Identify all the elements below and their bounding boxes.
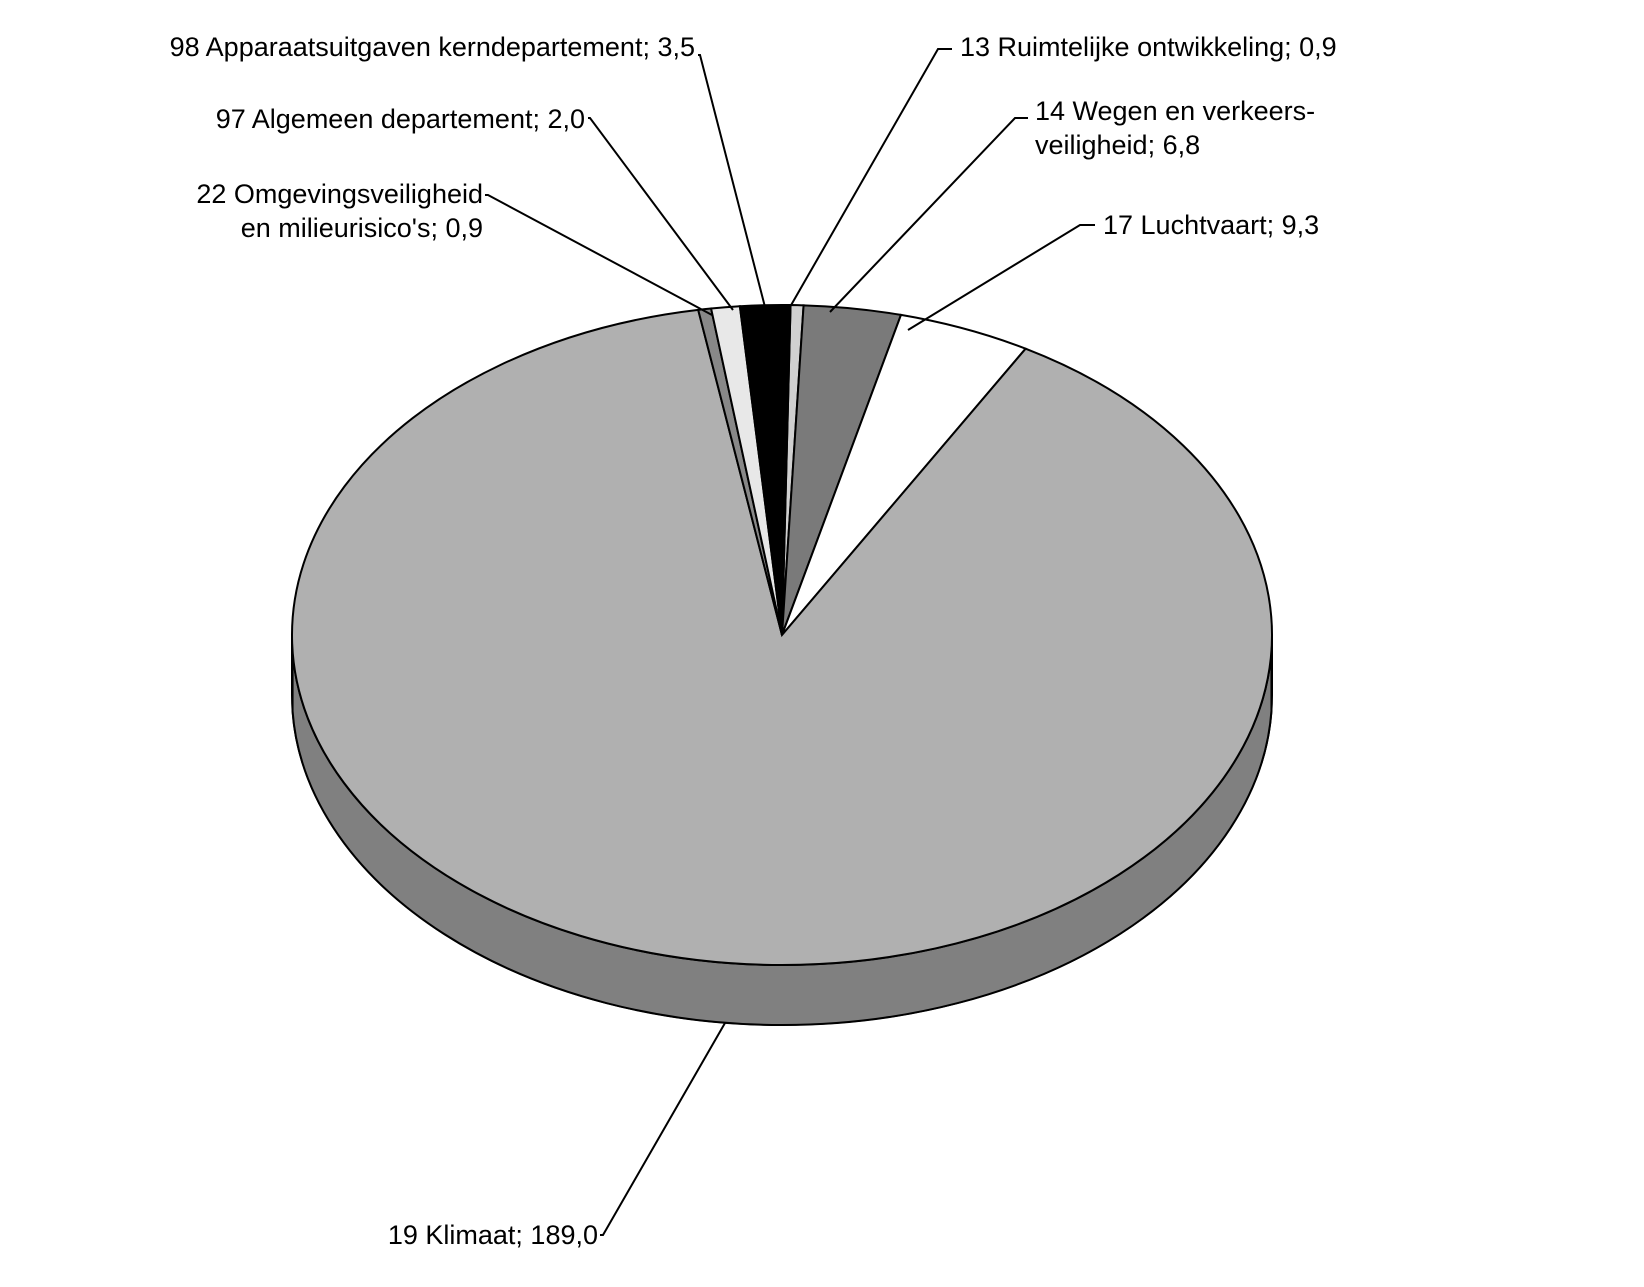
label-omgevingsveiligheid: 22 Omgevingsveiligheid en milieurisico's… [196, 178, 483, 246]
label-apparaatsuitgaven: 98 Apparaatsuitgaven kerndepartement; 3,… [170, 30, 695, 65]
label-klimaat: 19 Klimaat; 189,0 [388, 1218, 598, 1253]
label-wegen-line1: 14 Wegen en verkeers- [1035, 96, 1315, 126]
label-omgevingsveiligheid-line2: en milieurisico's; 0,9 [241, 213, 483, 243]
label-ruimtelijke-ontwikkeling: 13 Ruimtelijke ontwikkeling; 0,9 [960, 30, 1337, 65]
label-omgevingsveiligheid-line1: 22 Omgevingsveiligheid [196, 179, 483, 209]
pie-chart-container: 98 Apparaatsuitgaven kerndepartement; 3,… [0, 0, 1644, 1287]
label-wegen-line2: veiligheid; 6,8 [1035, 130, 1200, 160]
label-wegen-verkeersveiligheid: 14 Wegen en verkeers- veiligheid; 6,8 [1035, 95, 1315, 163]
label-luchtvaart: 17 Luchtvaart; 9,3 [1103, 208, 1319, 243]
label-algemeen-departement: 97 Algemeen departement; 2,0 [216, 102, 585, 137]
